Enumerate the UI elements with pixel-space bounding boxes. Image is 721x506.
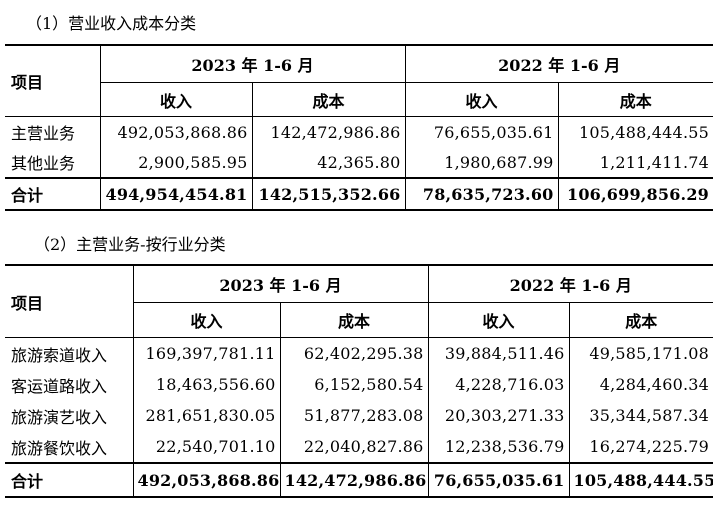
cell-cost-2022: 1,211,411.74 <box>557 147 713 178</box>
cell-cost-2023: 42,365.80 <box>251 147 405 178</box>
header-period-2023: 2023 年 1-6 月 <box>99 44 405 83</box>
cell-cost-2023: 51,877,283.08 <box>279 400 428 431</box>
header-period-2022: 2022 年 1-6 月 <box>427 264 713 303</box>
cell-rev-2022: 4,228,716.03 <box>427 369 569 400</box>
table-row: 客运道路收入 18,463,556.60 6,152,580.54 4,228,… <box>5 369 713 400</box>
cell-cost-2023: 22,040,827.86 <box>279 431 428 463</box>
cell-cost-2022: 4,284,460.34 <box>568 369 713 400</box>
table-row: 主营业务 492,053,868.86 142,472,986.86 76,65… <box>5 116 713 147</box>
cell-cost-2022: 16,274,225.79 <box>568 431 713 463</box>
cell-rev-2023: 18,463,556.60 <box>132 369 280 400</box>
cell-rev-2023: 169,397,781.11 <box>132 337 280 369</box>
section-title-revenue-cost: （1）营业收入成本分类 <box>26 14 197 33</box>
cell-cost-2022: 105,488,444.55 <box>557 116 713 147</box>
cell-rev-2023: 2,900,585.95 <box>99 147 252 178</box>
table-row: 旅游演艺收入 281,651,830.05 51,877,283.08 20,3… <box>5 400 713 431</box>
table-row: 旅游索道收入 169,397,781.11 62,402,295.38 39,8… <box>5 337 713 369</box>
total-rev-2022: 78,635,723.60 <box>404 177 558 211</box>
row-label: 旅游餐饮收入 <box>11 438 108 458</box>
total-rev-2023: 494,954,454.81 <box>99 177 252 211</box>
header-item: 项目 <box>5 264 133 338</box>
main-business-by-industry-table: 项目 2023 年 1-6 月 2022 年 1-6 月 收入 成本 收入 成本… <box>5 264 713 498</box>
total-row: 合计 492,053,868.86 142,472,986.86 76,655,… <box>5 462 713 498</box>
row-label: 旅游演艺收入 <box>11 407 108 427</box>
section-title-by-industry: （2）主营业务-按行业分类 <box>34 235 226 254</box>
header-revenue-2022: 收入 <box>427 302 569 338</box>
cell-cost-2023: 62,402,295.38 <box>279 337 428 369</box>
header-cost-2023: 成本 <box>279 302 428 338</box>
cell-cost-2023: 6,152,580.54 <box>279 369 428 400</box>
header-period-2023: 2023 年 1-6 月 <box>132 264 428 303</box>
revenue-cost-table: 项目 2023 年 1-6 月 2022 年 1-6 月 收入 成本 收入 成本… <box>5 44 713 211</box>
header-cost-2022: 成本 <box>568 302 713 338</box>
total-row: 合计 494,954,454.81 142,515,352.66 78,635,… <box>5 177 713 211</box>
cell-cost-2023: 142,472,986.86 <box>251 116 405 147</box>
cell-rev-2023: 281,651,830.05 <box>132 400 280 431</box>
cell-cost-2022: 35,344,587.34 <box>568 400 713 431</box>
header-revenue-2023: 收入 <box>99 82 252 117</box>
header-revenue-2022: 收入 <box>404 82 558 117</box>
total-cost-2022: 105,488,444.55 <box>568 462 713 498</box>
row-label: 主营业务 <box>11 124 76 143</box>
table-row: 其他业务 2,900,585.95 42,365.80 1,980,687.99… <box>5 147 713 178</box>
row-label: 其他业务 <box>11 154 76 173</box>
total-label: 合计 <box>5 177 100 211</box>
cell-rev-2023: 22,540,701.10 <box>132 431 280 463</box>
total-rev-2023: 492,053,868.86 <box>132 462 280 498</box>
cell-rev-2022: 76,655,035.61 <box>404 116 558 147</box>
total-rev-2022: 76,655,035.61 <box>427 462 569 498</box>
table-row: 旅游餐饮收入 22,540,701.10 22,040,827.86 12,23… <box>5 431 713 463</box>
cell-rev-2022: 12,238,536.79 <box>427 431 569 463</box>
header-item: 项目 <box>5 44 100 117</box>
header-period-2022: 2022 年 1-6 月 <box>404 44 713 83</box>
total-cost-2022: 106,699,856.29 <box>557 177 713 211</box>
cell-rev-2023: 492,053,868.86 <box>99 116 252 147</box>
cell-cost-2022: 49,585,171.08 <box>568 337 713 369</box>
total-cost-2023: 142,472,986.86 <box>279 462 428 498</box>
header-revenue-2023: 收入 <box>132 302 280 338</box>
row-label: 旅游索道收入 <box>11 345 108 365</box>
cell-rev-2022: 39,884,511.46 <box>427 337 569 369</box>
header-cost-2023: 成本 <box>251 82 405 117</box>
total-label: 合计 <box>5 462 133 498</box>
cell-rev-2022: 1,980,687.99 <box>404 147 558 178</box>
header-cost-2022: 成本 <box>557 82 713 117</box>
row-label: 客运道路收入 <box>11 376 108 396</box>
total-cost-2023: 142,515,352.66 <box>251 177 405 211</box>
cell-rev-2022: 20,303,271.33 <box>427 400 569 431</box>
